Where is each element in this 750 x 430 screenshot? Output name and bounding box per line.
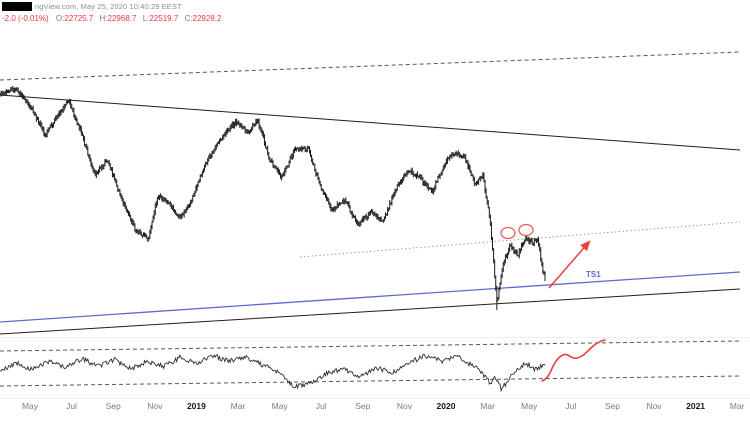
- legend-high-label: H:: [99, 14, 108, 23]
- x-axis-month-label: Jul: [66, 401, 77, 411]
- legend-close-label: C:: [184, 14, 193, 23]
- x-axis-year-label: 2019: [187, 401, 206, 411]
- x-axis-month-label: Jul: [316, 401, 327, 411]
- legend-low-value: 22519.7: [149, 14, 179, 23]
- projection-arrow: [548, 240, 591, 289]
- x-axis-month-label: May: [521, 401, 538, 411]
- watermark-row: ngView.com, May 25, 2020 10:40:29 EEST: [2, 1, 225, 11]
- chart-header: ngView.com, May 25, 2020 10:40:29 EEST -…: [2, 1, 225, 23]
- x-axis-year-label: 2021: [686, 401, 705, 411]
- legend-low-label: L:: [142, 14, 150, 23]
- lower-channel-solid: [0, 288, 741, 335]
- x-axis-month-label: Sep: [355, 401, 370, 411]
- watermark-timestamp: ngView.com, May 25, 2020 10:40:29 EEST: [35, 1, 182, 11]
- legend-open-value: 22725.7: [64, 14, 94, 23]
- x-axis-month-label: Sep: [605, 401, 620, 411]
- x-axis-month-label: Nov: [646, 401, 662, 411]
- resistance-dotted-line: [299, 221, 741, 258]
- ohlc-legend[interactable]: -2.0 (-0.01%) O:22725.7 H:22968.7 L:2251…: [2, 14, 225, 23]
- x-axis-month-label: May: [272, 401, 289, 411]
- redacted-logo-box: [2, 1, 32, 11]
- x-axis-month-label: Nov: [147, 401, 163, 411]
- pane-separators: [0, 337, 750, 399]
- oscillator-line: [0, 353, 546, 393]
- double-top-circle: [500, 226, 516, 240]
- trendlines-layer: [0, 51, 741, 387]
- candlestick-series: [0, 85, 546, 311]
- upper-dashed-line: [0, 51, 741, 81]
- x-axis-month-label: Sep: [106, 401, 121, 411]
- oscillator-upper-dashed: [0, 340, 741, 352]
- legend-change: -2.0 (-0.01%): [2, 14, 49, 23]
- oscillator-series: [0, 353, 546, 393]
- ts1-trendline-label: TS1: [586, 270, 601, 279]
- x-axis-month-label: May: [22, 401, 39, 411]
- x-axis-month-label: Mar: [730, 401, 745, 411]
- x-axis-month-label: Jul: [565, 401, 576, 411]
- legend-open-label: O:: [55, 14, 65, 23]
- upper-channel-solid: [0, 94, 741, 151]
- double-top-circle: [518, 223, 534, 237]
- x-axis-month-label: Nov: [397, 401, 413, 411]
- ts1-blue-trendline: [0, 271, 741, 323]
- oscillator-lower-dashed: [0, 375, 741, 387]
- oscillator-projection-squiggle: [541, 339, 606, 382]
- legend-high-value: 22968.7: [107, 14, 137, 23]
- x-axis-month-label: Mar: [480, 401, 495, 411]
- x-axis-labels: May Jul Sep Nov 2019 Mar May Jul Sep Nov 2020 Mar Ma…: [22, 401, 745, 411]
- x-axis-year-label: 2020: [437, 401, 456, 411]
- annotations-layer: TS1: [500, 223, 606, 382]
- x-axis-month-label: Mar: [231, 401, 246, 411]
- legend-close-value: 22928.2: [192, 14, 222, 23]
